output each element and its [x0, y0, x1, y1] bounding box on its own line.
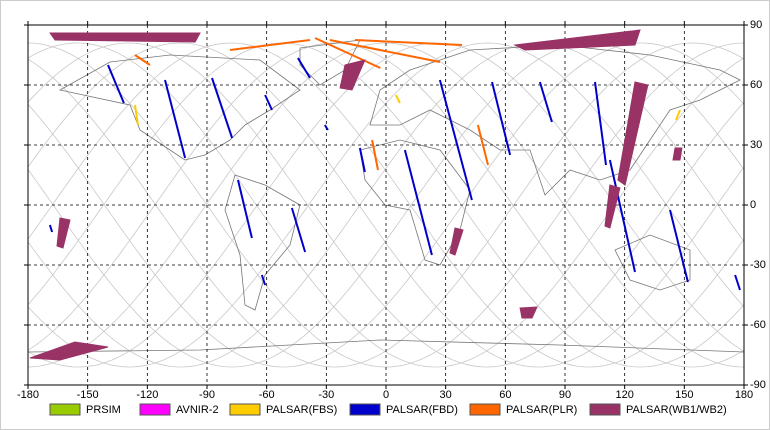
- y-tick-label: -60: [750, 319, 766, 331]
- legend-label: PALSAR(PLR): [506, 404, 577, 416]
- x-tick-label: 150: [675, 389, 693, 401]
- swath: [449, 227, 464, 256]
- track: [675, 109, 681, 121]
- track: [211, 77, 234, 139]
- legend-swatch: [49, 403, 81, 416]
- track: [134, 104, 139, 126]
- track: [538, 81, 553, 123]
- legend-label: PRSIM: [86, 404, 121, 416]
- y-tick-label: 90: [750, 19, 762, 31]
- y-tick-label: -30: [750, 259, 766, 271]
- swath: [339, 59, 366, 91]
- x-tick-label: -60: [259, 389, 275, 401]
- track: [260, 274, 267, 286]
- track: [134, 54, 151, 66]
- tracks: [29, 29, 741, 361]
- coast-africa: [359, 139, 471, 266]
- track: [297, 57, 311, 79]
- track: [290, 207, 307, 253]
- swath: [56, 217, 71, 249]
- track: [107, 64, 125, 104]
- track: [403, 149, 433, 256]
- x-tick-label: -150: [77, 389, 99, 401]
- x-tick-label: 90: [559, 389, 571, 401]
- track: [358, 147, 366, 173]
- track: [608, 159, 636, 273]
- ticks: -180 -150 -120 -90 -60 -30 0 30 60 90 120 150 180 90 6…: [17, 19, 766, 401]
- legend-swatch: [229, 403, 261, 416]
- track: [237, 179, 253, 239]
- swath: [604, 184, 621, 229]
- track: [734, 274, 741, 291]
- track: [314, 37, 381, 69]
- swath: [672, 147, 683, 161]
- track: [371, 139, 379, 171]
- swath: [29, 341, 109, 361]
- x-tick-label: 30: [440, 389, 452, 401]
- legend-label: PALSAR(FBD): [386, 404, 458, 416]
- y-tick-label: 0: [750, 199, 756, 211]
- track: [324, 124, 329, 131]
- x-tick-label: 120: [615, 389, 633, 401]
- legend-swatch: [349, 403, 381, 416]
- coast-north-america: [58, 54, 301, 161]
- track: [229, 39, 311, 51]
- track: [476, 124, 489, 166]
- swath: [617, 81, 649, 186]
- legend-label: PALSAR(WB1/WB2): [626, 404, 727, 416]
- x-tick-label: 60: [499, 389, 511, 401]
- track: [164, 79, 187, 159]
- x-tick-label: -180: [17, 389, 39, 401]
- track: [329, 39, 441, 63]
- y-tick-label: -90: [750, 379, 766, 391]
- legend-swatch: [139, 403, 171, 416]
- x-tick-label: -30: [318, 389, 334, 401]
- coast-south-america: [224, 174, 301, 311]
- swath: [49, 32, 201, 43]
- track: [48, 224, 54, 233]
- y-tick-label: 30: [750, 139, 762, 151]
- track: [395, 94, 401, 104]
- legend-swatch: [589, 403, 621, 416]
- swath: [519, 306, 538, 319]
- x-tick-label: -90: [199, 389, 215, 401]
- legend-swatch: [469, 403, 501, 416]
- track: [264, 94, 273, 111]
- x-tick-label: 0: [383, 389, 389, 401]
- legend-label: PALSAR(FBS): [266, 404, 337, 416]
- legend-label: AVNIR-2: [176, 404, 219, 416]
- y-tick-label: 60: [750, 79, 762, 91]
- swath: [513, 29, 641, 51]
- track: [354, 39, 463, 46]
- track: [491, 81, 512, 156]
- legend: PRSIM AVNIR-2 PALSAR(FBS) PALSAR(FBD) PALSAR…: [49, 403, 727, 416]
- track: [594, 81, 607, 166]
- track: [669, 209, 689, 283]
- x-tick-label: -120: [136, 389, 158, 401]
- x-tick-label: 180: [735, 389, 753, 401]
- track: [438, 79, 473, 201]
- coast-antarctica: [27, 339, 745, 353]
- coast-australia: [614, 234, 691, 291]
